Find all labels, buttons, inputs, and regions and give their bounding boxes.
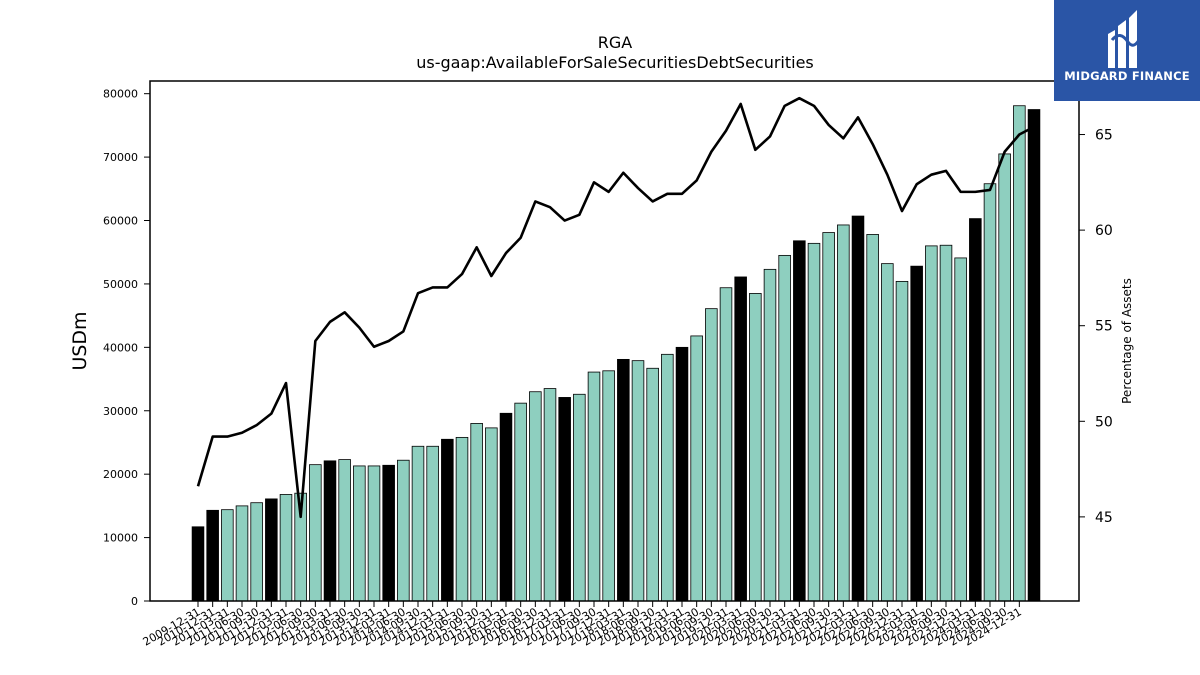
bar xyxy=(690,335,703,602)
chart-title: RGA xyxy=(598,33,633,52)
bar xyxy=(983,183,997,602)
bar xyxy=(221,509,234,602)
bar xyxy=(485,427,498,602)
plot-frame xyxy=(149,80,1080,602)
bar xyxy=(719,287,733,602)
bar xyxy=(411,445,425,602)
y-tick-label: 80000 xyxy=(103,88,138,101)
bar xyxy=(602,370,615,602)
bar xyxy=(250,502,263,602)
bar xyxy=(206,509,219,602)
chart-subtitle: us-gaap:AvailableForSaleSecuritiesDebtSe… xyxy=(416,53,814,72)
bar xyxy=(191,526,205,602)
bar xyxy=(837,224,850,602)
bar xyxy=(778,254,791,602)
bar xyxy=(470,423,483,602)
bar xyxy=(734,276,747,602)
bar xyxy=(1027,109,1041,602)
bar xyxy=(910,265,923,602)
y2-tick-label: 65 xyxy=(1095,128,1113,144)
bar xyxy=(426,445,439,602)
bar xyxy=(675,346,689,602)
bar xyxy=(265,498,278,602)
y-tick-label: 20000 xyxy=(103,468,138,481)
y-tick-label: 60000 xyxy=(103,215,138,228)
bar xyxy=(441,438,454,602)
logo-text: MIDGARD FINANCE xyxy=(1064,69,1190,83)
bar xyxy=(661,353,674,602)
bar xyxy=(939,244,953,602)
y-axis-label: USDm xyxy=(69,311,91,370)
bar xyxy=(895,280,909,602)
bar xyxy=(279,494,293,602)
bar xyxy=(543,388,557,602)
bar xyxy=(631,360,645,602)
bar xyxy=(866,234,879,602)
bar xyxy=(617,358,630,602)
bar xyxy=(397,459,410,602)
y-tick-label: 70000 xyxy=(103,151,138,164)
bar xyxy=(822,232,835,602)
bar xyxy=(573,393,586,602)
y2-tick-label: 50 xyxy=(1095,414,1113,430)
y-tick-label: 50000 xyxy=(103,278,138,291)
bar xyxy=(646,367,659,602)
bar xyxy=(338,459,351,602)
logo-mark-icon xyxy=(1108,10,1142,68)
bar xyxy=(998,153,1011,602)
bar xyxy=(881,263,894,602)
y2-tick-label: 55 xyxy=(1095,319,1113,335)
midgard-finance-logo: MIDGARD FINANCE xyxy=(1054,0,1200,101)
y-tick-label: 30000 xyxy=(103,405,138,418)
bar-series xyxy=(191,105,1041,602)
y2-axis-label: Percentage of Assets xyxy=(1120,278,1134,404)
y2-tick-label: 45 xyxy=(1095,510,1113,526)
bar xyxy=(807,242,821,602)
bar xyxy=(793,240,806,602)
bar xyxy=(763,268,777,602)
bar xyxy=(323,460,337,602)
bar xyxy=(969,218,982,602)
bar xyxy=(514,402,527,602)
bar xyxy=(851,215,865,602)
y-axis: 0 10000 20000 30000 40000 50000 60000 70000 8000… xyxy=(103,88,150,608)
line-series xyxy=(196,96,1035,519)
y-tick-label: 40000 xyxy=(103,341,138,354)
y2-tick-label: 60 xyxy=(1095,223,1113,239)
bar xyxy=(749,293,762,602)
bar xyxy=(587,371,601,602)
bar xyxy=(954,257,967,602)
bar xyxy=(529,391,542,602)
line-path xyxy=(196,96,1035,519)
bar xyxy=(1013,105,1026,602)
bar xyxy=(382,464,395,602)
bar xyxy=(925,245,938,602)
bar xyxy=(455,436,469,602)
y-tick-label: 0 xyxy=(131,595,138,608)
y2-axis: 45 50 55 60 65 xyxy=(1079,128,1113,526)
bar xyxy=(558,397,571,602)
bar xyxy=(705,308,718,602)
bar xyxy=(353,465,366,602)
x-axis: 2009-12-312010-12-312011-03-312011-06-30… xyxy=(141,601,1024,649)
y-tick-label: 10000 xyxy=(103,532,138,545)
bar xyxy=(367,465,381,602)
bar xyxy=(235,505,249,602)
bar xyxy=(499,412,513,602)
bar xyxy=(309,464,322,602)
